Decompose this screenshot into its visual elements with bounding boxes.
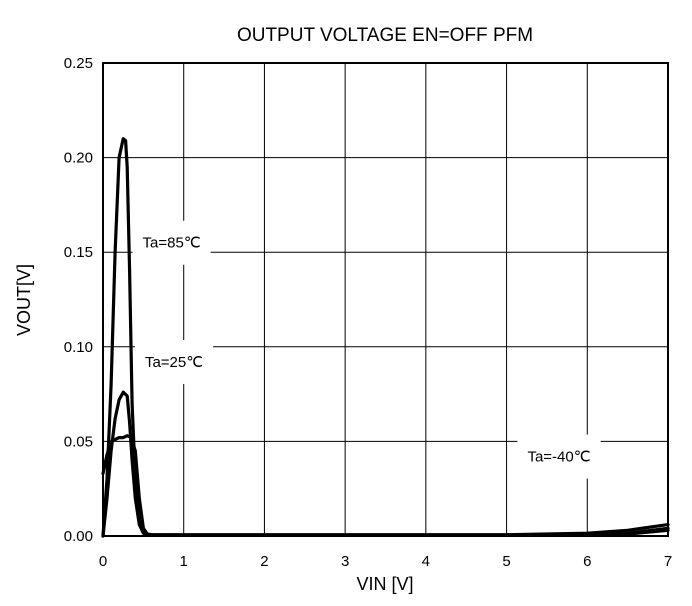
plot-frame xyxy=(102,62,669,537)
y-tick-labels: 0.00 0.05 0.10 0.15 0.20 0.25 xyxy=(64,55,93,545)
x-tick-label: 2 xyxy=(260,553,268,570)
annotation-label: Ta=-40℃ xyxy=(527,449,590,466)
x-tick-label: 0 xyxy=(99,553,107,570)
x-axis-label: VIN [V] xyxy=(356,574,413,594)
series-annotation: Ta=-40℃ xyxy=(517,434,601,479)
chart-title: OUTPUT VOLTAGE EN=OFF PFM xyxy=(237,25,533,46)
y-tick-label: 0.20 xyxy=(64,150,93,167)
annotation-label: Ta=85℃ xyxy=(143,235,201,252)
annotations: Ta=85℃ Ta=25℃ Ta=-40℃ xyxy=(132,220,601,479)
annotation-background xyxy=(517,434,601,479)
annotation-background xyxy=(134,339,214,384)
series-annotation: Ta=85℃ xyxy=(132,220,211,265)
y-axis-label: VOUT[V] xyxy=(14,264,34,336)
x-tick-label: 3 xyxy=(341,553,349,570)
x-tick-label: 5 xyxy=(502,553,510,570)
y-tick-label: 0.10 xyxy=(64,339,93,356)
x-tick-label: 4 xyxy=(422,553,430,570)
x-tick-label: 1 xyxy=(180,553,188,570)
series-annotation: Ta=25℃ xyxy=(134,339,214,384)
y-tick-label: 0.00 xyxy=(64,528,93,545)
y-tick-label: 0.25 xyxy=(64,55,93,72)
y-tick-label: 0.05 xyxy=(64,433,93,450)
x-tick-label: 7 xyxy=(664,553,672,570)
annotation-background xyxy=(132,220,211,265)
annotation-label: Ta=25℃ xyxy=(145,354,203,371)
x-tick-label: 6 xyxy=(583,553,591,570)
y-tick-label: 0.15 xyxy=(64,244,93,261)
x-tick-labels: 0 1 2 3 4 5 6 7 xyxy=(99,553,672,570)
